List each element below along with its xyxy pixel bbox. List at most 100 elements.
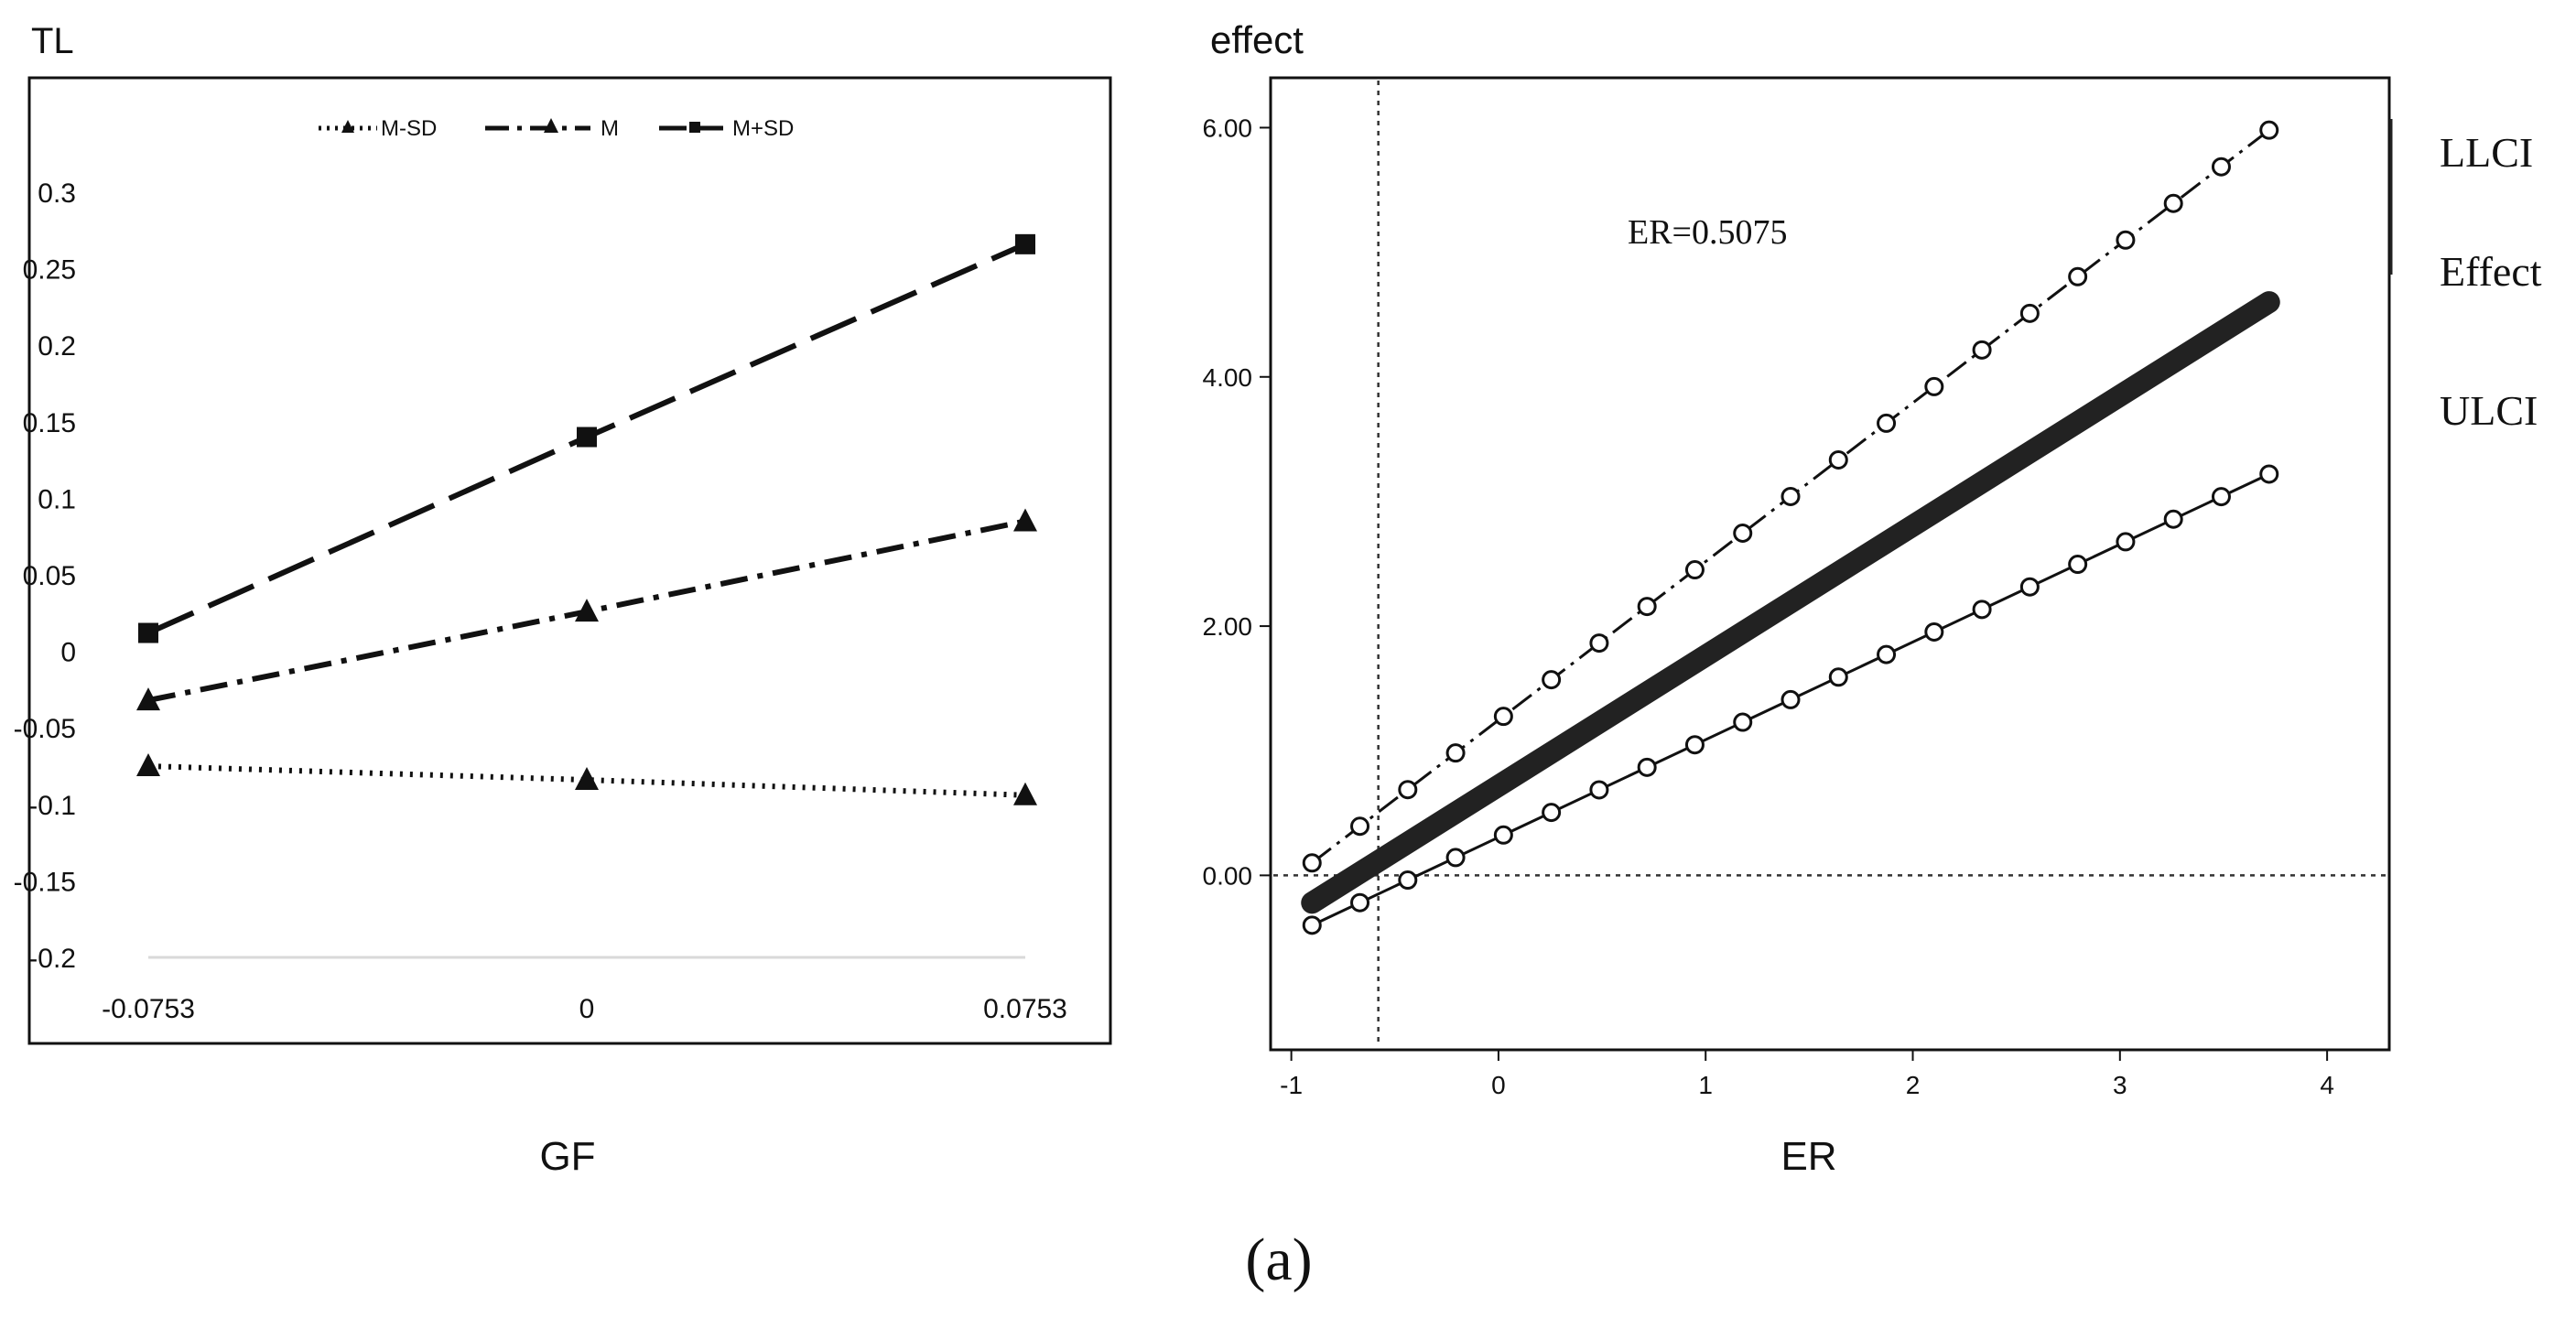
data-point-ulci [1733,712,1753,732]
data-point-llci [1684,560,1705,580]
left-y-axis-title: TL [31,21,74,61]
right-chart: effect ER 6.00 4.00 2.00 0.00 -1 0 1 2 3 4 ER=0.… [1203,18,2542,1179]
left-y-tick-label: -0.15 [14,867,76,897]
right-y-tick-label: 4.00 [1203,363,1253,392]
data-point-ulci [1542,803,1562,823]
data-point-llci [1445,743,1466,763]
data-point [136,753,160,776]
data-point-ulci [2259,464,2279,484]
data-point-llci [1924,376,1944,396]
data-point-llci [1398,780,1418,800]
left-x-tick-label: 0 [579,994,595,1024]
legend-entry-m-plus-sd: M+SD [659,116,794,141]
data-point-ulci [1589,780,1609,800]
data-point-ulci [1684,735,1705,755]
right-x-tick-labels: -1 0 1 2 3 4 [1280,1050,2334,1099]
right-x-tick-label: -1 [1280,1071,1303,1099]
data-point [1013,508,1037,532]
legend-marker-m-sd [341,120,354,133]
data-point [575,767,599,791]
data-point-llci [1972,340,1992,360]
left-chart: TL GF M-SD M M+SD 0.30.250.20.150.10.050… [14,21,1112,1179]
legend-marker-m-plus-sd [689,122,700,133]
right-x-tick-label: 4 [2320,1071,2334,1099]
data-point-ulci [2116,532,2136,552]
data-point-llci [1780,486,1801,506]
data-point-llci [1637,597,1657,617]
data-point-ulci [2163,509,2183,529]
left-y-tick-label: 0.15 [23,408,76,438]
right-x-tick-label: 1 [1698,1071,1713,1099]
data-point [575,599,599,622]
data-point-llci [1589,633,1609,654]
right-series [1301,120,2280,935]
data-point-ulci [2211,487,2231,507]
right-y-tick-label: 2.00 [1203,612,1253,641]
data-point-ulci [1780,689,1801,709]
legend-label-m-sd: M-SD [381,116,437,141]
data-point-ulci [2068,555,2088,575]
data-point-ulci [2019,577,2040,597]
data-point-llci [2068,266,2088,286]
figure-caption: (a) [1245,1226,1312,1293]
right-y-tick-label: 6.00 [1203,113,1253,142]
data-point-llci [2019,303,2040,323]
legend-entry-m-sd: M-SD [319,116,437,141]
left-x-axis-title: GF [539,1134,595,1179]
left-y-tick-label: -0.1 [28,791,76,821]
legend-entry-m: M [485,116,619,141]
data-point [138,622,158,643]
left-y-tick-labels: 0.3 0.25 0.2 0.15 0.1 0.05 0 -0.05 -0.1 -0.15 -0.2 [14,178,76,974]
data-point-ulci [1350,892,1370,913]
er-annotation: ER=0.5075 [1628,213,1788,252]
data-point-llci [1877,413,1897,433]
left-x-tick-label: -0.0753 [102,994,195,1024]
data-point-llci [1542,670,1562,690]
right-x-tick-label: 3 [2113,1071,2127,1099]
data-point-ulci [1972,600,1992,620]
left-y-tick-label: 0.3 [38,178,76,209]
right-y-tick-labels: 6.00 4.00 2.00 0.00 [1203,113,1271,890]
legend-marker-m [544,118,558,133]
right-reference-lines [1273,81,2387,1047]
data-point-llci [1828,449,1848,470]
data-point-llci [1493,707,1513,727]
data-point-ulci [1877,644,1897,664]
data-point-llci [2116,230,2136,250]
data-point-ulci [1302,915,1322,935]
data-point [136,687,160,711]
right-y-tick-label: 0.00 [1203,861,1253,890]
data-point-ulci [1398,870,1418,891]
left-chart-frame [27,76,1112,1045]
data-point [1015,233,1035,254]
side-label-ulci: ULCI [2440,387,2538,434]
data-point [577,427,597,448]
data-point [1013,782,1037,805]
data-point-llci [2163,193,2183,213]
right-x-axis-title: ER [1780,1134,1836,1179]
data-point-ulci [1445,848,1466,868]
data-point-llci [2211,157,2231,177]
left-y-tick-label: 0 [60,638,76,668]
left-y-tick-label: -0.05 [14,714,76,744]
data-point-llci [2259,120,2279,140]
data-point-ulci [1828,667,1848,687]
data-point-llci [1350,816,1370,837]
right-x-tick-label: 2 [1906,1071,1921,1099]
right-chart-frame [1269,76,2391,1052]
left-series [136,233,1037,805]
left-x-tick-labels: -0.0753 0 0.0753 [102,994,1067,1024]
legend-label-m-plus-sd: M+SD [732,116,794,141]
data-point-ulci [1637,757,1657,777]
left-y-tick-label: 0.1 [38,484,76,514]
side-label-llci: LLCI [2440,129,2533,176]
left-y-tick-label: 0.2 [38,331,76,362]
data-point-llci [1733,524,1753,544]
data-point-ulci [1493,825,1513,845]
data-point-llci [1302,853,1322,873]
side-label-effect: Effect [2440,248,2542,295]
left-y-tick-label: -0.2 [28,944,76,974]
left-y-tick-label: 0.05 [23,561,76,591]
left-legend: M-SD M M+SD [319,116,794,141]
left-y-tick-label: 0.25 [23,255,76,286]
